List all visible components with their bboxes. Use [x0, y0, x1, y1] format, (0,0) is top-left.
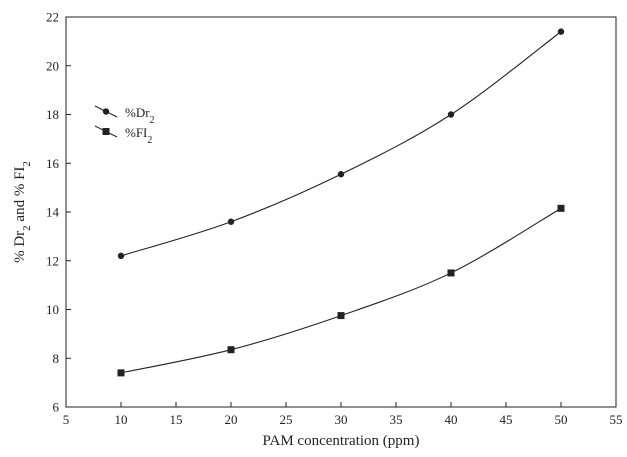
x-tick-label: 10 — [115, 412, 128, 427]
data-point — [117, 369, 125, 377]
x-tick-label: 35 — [390, 412, 403, 427]
legend-item: %FI2 — [94, 125, 152, 146]
legend-label: %FI2 — [125, 125, 152, 146]
plot-frame — [65, 16, 617, 408]
y-tick-label: 12 — [46, 253, 59, 268]
y-tick-label: 18 — [46, 107, 59, 122]
series-layer — [117, 28, 565, 377]
y-tick-label: 16 — [46, 156, 60, 171]
x-tick-label: 30 — [335, 412, 348, 427]
data-point — [447, 111, 455, 118]
legend-marker — [102, 128, 110, 135]
legend-label: %Dr2 — [125, 105, 155, 126]
series-2 — [117, 204, 565, 377]
x-tick-label: 15 — [170, 412, 183, 427]
x-tick-label: 50 — [555, 412, 568, 427]
x-axis-ticks: 5 10 15 20 25 30 35 40 45 50 55 — [63, 402, 623, 427]
legend-marker — [102, 108, 110, 115]
series-line — [120, 31, 562, 257]
y-tick-label: 10 — [46, 302, 59, 317]
series-line — [120, 207, 562, 374]
data-point — [117, 252, 125, 260]
data-point — [337, 312, 345, 320]
y-tick-label: 22 — [46, 10, 59, 25]
y-axis-label: % Dr2 and % FI2 — [12, 161, 33, 263]
data-point — [227, 218, 235, 225]
x-axis-label: PAM concentration (ppm) — [263, 433, 420, 449]
x-tick-label: 25 — [280, 412, 293, 427]
legend: %Dr2%FI2 — [94, 105, 155, 146]
data-point — [227, 346, 235, 354]
legend-item: %Dr2 — [94, 105, 155, 126]
y-tick-label: 20 — [46, 58, 59, 73]
x-tick-label: 55 — [610, 412, 623, 427]
data-point — [337, 171, 345, 178]
series-1 — [117, 28, 565, 260]
x-tick-label: 45 — [500, 412, 513, 427]
data-point — [447, 269, 455, 277]
y-tick-label: 14 — [46, 205, 60, 220]
y-axis-ticks: 6 8 10 12 14 16 18 20 22 — [46, 10, 71, 415]
x-tick-label: 40 — [445, 412, 458, 427]
x-tick-label: 5 — [63, 412, 70, 427]
data-point — [557, 28, 565, 35]
x-tick-label: 20 — [225, 412, 238, 427]
y-tick-label: 8 — [53, 351, 60, 366]
y-tick-label: 6 — [53, 400, 60, 415]
data-point — [557, 204, 565, 212]
